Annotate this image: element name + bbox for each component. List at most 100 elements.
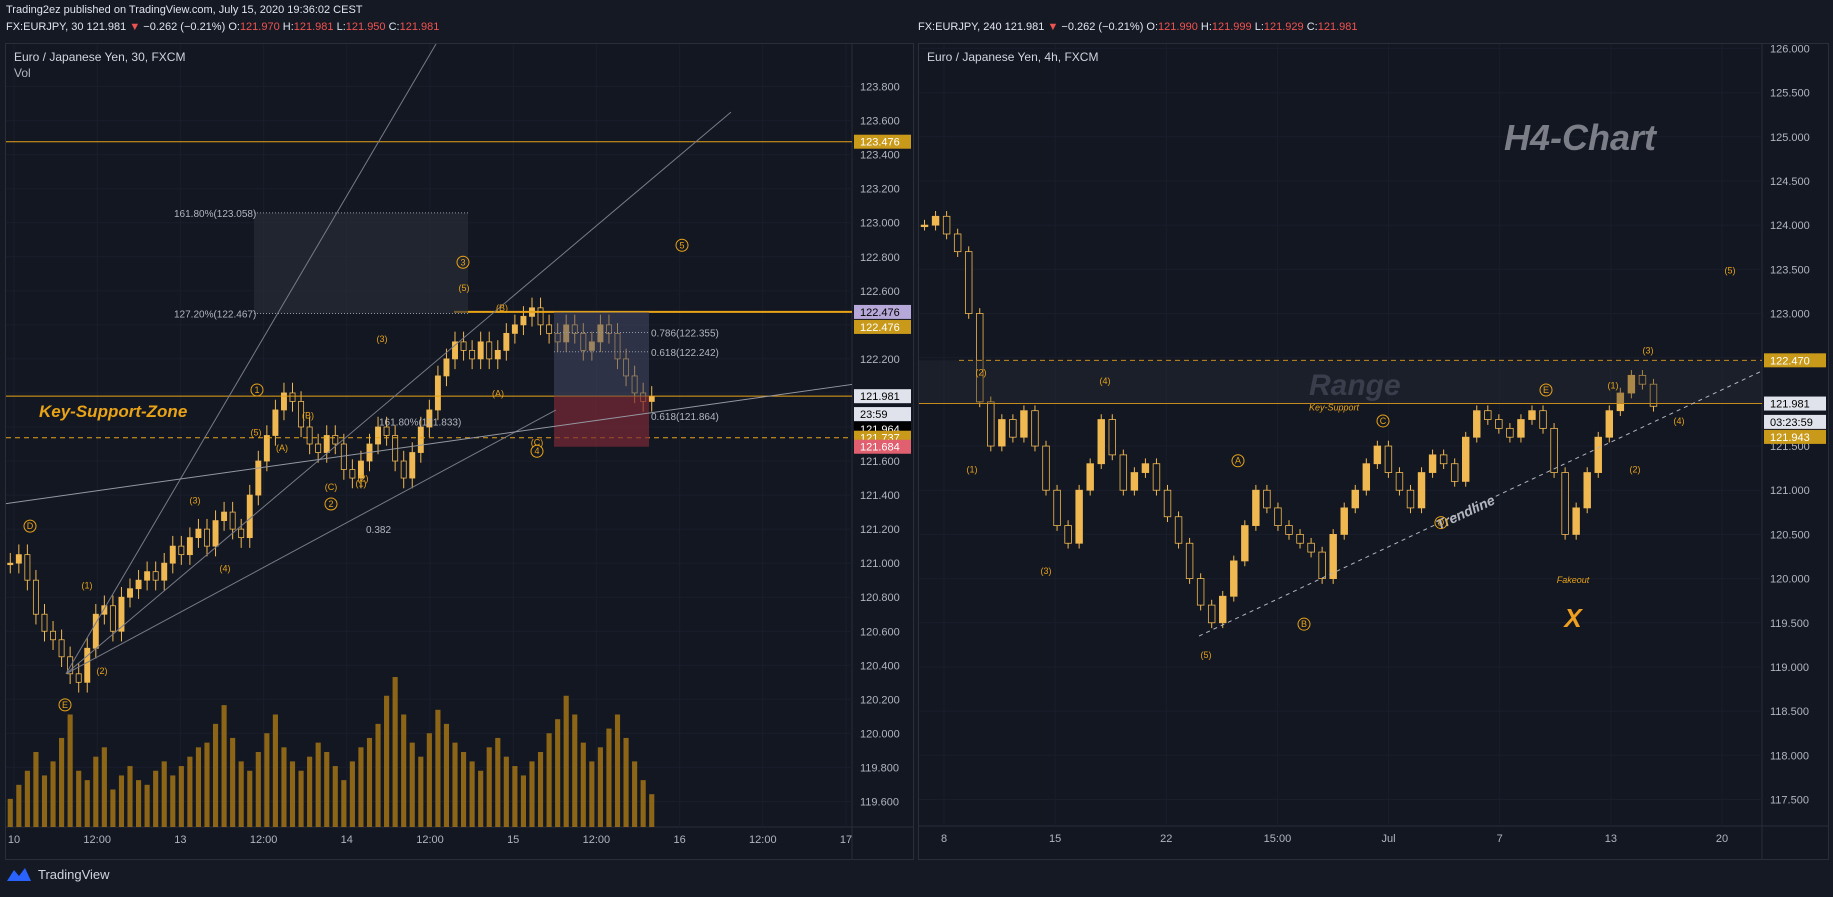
candle-body [323, 435, 330, 453]
fan-line [65, 44, 437, 675]
y-tick-label: 120.600 [860, 626, 900, 638]
candle-body [118, 596, 125, 632]
candle-body [443, 358, 450, 377]
candle-body [1550, 427, 1558, 473]
price-label-text: 23:59 [860, 409, 888, 421]
chart-title: Euro / Japanese Yen, 30, FXCM [14, 50, 186, 64]
candle-body [50, 630, 57, 641]
wave-circle [1297, 617, 1311, 631]
wave-circle [456, 255, 470, 269]
candle-body [546, 324, 553, 334]
candle-body [383, 426, 390, 436]
volume-bar [41, 775, 48, 827]
candle-body [400, 460, 407, 479]
candle-body [315, 443, 322, 453]
candle-body [1042, 445, 1050, 491]
wave-circle [58, 698, 72, 712]
y-tick-label: 123.400 [860, 150, 900, 162]
candle-body [1141, 463, 1150, 473]
open-value: 121.970 [239, 21, 280, 33]
key-support-zone-label: Key-Support-Zone [39, 402, 187, 421]
high-label: H: [1200, 21, 1212, 33]
candle-body [452, 341, 458, 360]
price-label-text: 122.476 [860, 322, 900, 334]
volume-bar [67, 714, 73, 827]
candle-body [942, 215, 951, 235]
candle-body [195, 528, 202, 539]
chart-panel-4h[interactable]: 126.000 125.500 125.000 124.500 124.000 123.5… [918, 43, 1829, 860]
chart-30m[interactable]: 123.800 123.600 123.400 123.200 123.000 122.8… [6, 44, 913, 859]
volume-bar [7, 798, 13, 827]
volume-bar [392, 677, 398, 827]
volume-bar [478, 770, 484, 827]
candle-body [7, 562, 14, 566]
volume-bar [384, 695, 390, 827]
volume-bar [520, 775, 526, 827]
candle-body [1230, 560, 1238, 597]
wave-label: (5) [251, 428, 262, 438]
y-tick-label: 120.500 [1770, 529, 1810, 541]
candle-body [1263, 489, 1271, 509]
volume-bar [59, 737, 65, 827]
fakeout-label: Fakeout [1557, 575, 1590, 585]
wave-label: (4) [220, 564, 231, 574]
candle-body [1075, 489, 1083, 544]
candle-body [144, 571, 151, 581]
price-label-box [854, 389, 911, 404]
wave-label: (1) [967, 465, 978, 475]
publish-info: Trading2ez published on TradingView.com,… [6, 4, 363, 16]
wave-label: 1 [254, 385, 259, 395]
chart-4h[interactable]: 126.000 125.500 125.000 124.500 124.000 123.5… [919, 44, 1828, 859]
wave-label: (B) [302, 410, 314, 420]
volume-bar [435, 709, 441, 827]
candle-body [1152, 463, 1161, 491]
volume-bar [452, 742, 458, 827]
volume-bar [426, 733, 432, 827]
chart-panel-30m[interactable]: 123.800 123.600 123.400 123.200 123.000 122.8… [5, 43, 914, 860]
volume-bar [349, 761, 355, 827]
y-tick-label: 125.000 [1770, 132, 1810, 144]
volume-bar [272, 714, 278, 827]
wave-label: (A) [492, 388, 504, 398]
volume-bar [366, 737, 373, 827]
wave-label: 5 [679, 240, 684, 250]
candle-body [417, 426, 424, 453]
candle-body [204, 528, 210, 547]
volume-bar [597, 747, 603, 827]
y-tick-label: 121.400 [860, 490, 900, 502]
right-symbol: FX:EURJPY, 240 [918, 21, 1002, 33]
y-tick-label: 117.500 [1770, 794, 1809, 806]
candle-body [460, 341, 467, 351]
candle-body [84, 647, 91, 683]
x-tick-label: Jul [1382, 833, 1396, 845]
price-label-text: 122.470 [1770, 355, 1810, 367]
wave-label: (3) [1041, 566, 1052, 576]
volume-bar [589, 761, 595, 827]
volume-bar [649, 794, 655, 827]
candle-body [1307, 542, 1315, 553]
volume-bar [341, 780, 347, 827]
price-label-box [854, 134, 911, 149]
candle-body [255, 460, 262, 496]
candle-body [1163, 489, 1172, 518]
candle-body [152, 571, 159, 581]
volume-bar [443, 723, 450, 827]
volume-bar [161, 761, 167, 827]
high-label: H: [282, 21, 294, 33]
candle-body [1362, 463, 1371, 491]
volume-bar [512, 766, 518, 827]
volume-bar [358, 747, 364, 827]
volume-bar [204, 742, 210, 827]
volume-bar [281, 747, 287, 827]
volume-bar [221, 705, 227, 827]
candle-body [1395, 472, 1404, 491]
wave-label: (B) [496, 303, 508, 313]
y-tick-label: 123.200 [860, 184, 900, 196]
y-tick-label: 123.800 [860, 82, 900, 94]
x-tick-label: 12:00 [583, 834, 611, 846]
y-tick-label: 121.000 [860, 558, 900, 570]
wave-label: (3) [190, 496, 201, 506]
volume-bar [264, 733, 270, 827]
price-label-text: 121.943 [1770, 432, 1810, 444]
candle-body [1627, 374, 1636, 394]
